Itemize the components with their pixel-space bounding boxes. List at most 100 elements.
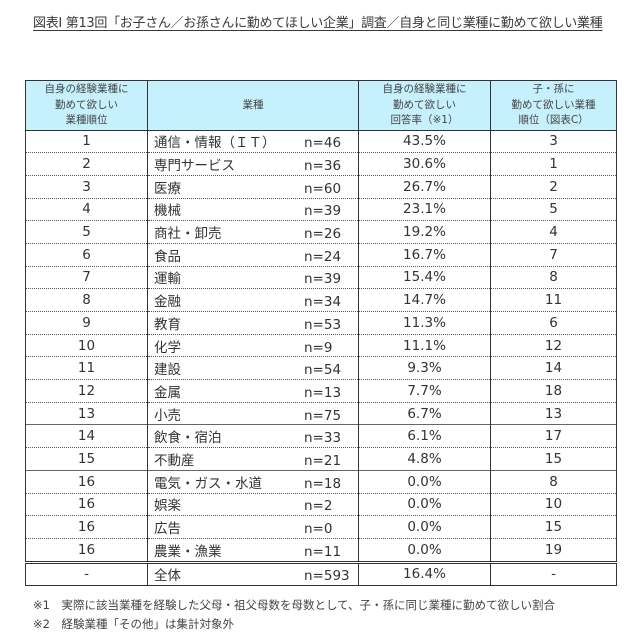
- cell-rate: 6.7%: [358, 401, 491, 425]
- cell-rank: 9: [25, 311, 148, 335]
- cell-industry: 小売 n=75: [147, 401, 359, 425]
- table-row: 6 食品 n=24 16.7% 7: [25, 242, 617, 267]
- cell-rate: 15.4%: [358, 265, 491, 289]
- cell-child-rank: 15: [490, 515, 617, 539]
- industry-name: 化学: [154, 339, 181, 356]
- industry-name: 娯楽: [154, 498, 181, 515]
- table-row: 13 小売 n=75 6.7% 13: [25, 401, 617, 425]
- cell-rank: 2: [25, 152, 148, 176]
- cell-rank: 4: [25, 197, 148, 221]
- cell-rank: 11: [25, 356, 148, 380]
- cell-rank: 16: [25, 492, 148, 516]
- cell-industry: 金属 n=13: [147, 379, 359, 403]
- industry-name: 電気・ガス・水道: [154, 475, 262, 492]
- cell-child-rank: 13: [490, 401, 617, 425]
- cell-rank: 16: [25, 515, 148, 539]
- table-header-row: 自身の経験業種に 勤めて欲しい 業種順位 業種 自身の経験業種に 勤めて欲しい 回答率（…: [25, 80, 617, 131]
- table-row: 3 医療 n=60 26.7% 2: [25, 174, 617, 199]
- cell-rank: 3: [25, 174, 148, 199]
- cell-rank: 16: [25, 469, 148, 493]
- cell-rate: 30.6%: [358, 152, 491, 176]
- cell-rate: 4.8%: [358, 447, 491, 471]
- cell-child-rank: 8: [490, 265, 617, 289]
- cell-child-rank: 12: [490, 333, 617, 357]
- cell-rank: 1: [25, 129, 148, 153]
- table-row: 16 広告 n=0 0.0% 15: [25, 515, 617, 539]
- industry-name: 全体: [154, 568, 181, 585]
- cell-rate: 0.0%: [358, 537, 491, 563]
- sample-size: n=593: [304, 568, 350, 585]
- cell-industry: 農業・漁業 n=11: [147, 537, 359, 563]
- cell-rank: -: [25, 560, 148, 586]
- cell-rate: 14.7%: [358, 288, 491, 312]
- cell-child-rank: 11: [490, 288, 617, 312]
- cell-child-rank: -: [490, 560, 617, 586]
- cell-industry: 電気・ガス・水道 n=18: [147, 469, 359, 493]
- sample-size: n=46: [304, 135, 342, 152]
- cell-industry: 飲食・宿泊 n=33: [147, 424, 359, 448]
- table-row: 1 通信・情報（ＩＴ） n=46 43.5% 3: [25, 129, 617, 153]
- cell-rate: 6.1%: [358, 424, 491, 448]
- sample-size: n=54: [304, 362, 342, 379]
- sample-size: n=39: [304, 271, 342, 288]
- industry-name: 広告: [154, 521, 181, 538]
- industry-name: 教育: [154, 316, 181, 333]
- cell-rank: 6: [25, 242, 148, 267]
- table-row: 16 娯楽 n=2 0.0% 10: [25, 492, 617, 516]
- sample-size: n=0: [304, 521, 333, 538]
- cell-child-rank: 17: [490, 424, 617, 448]
- cell-child-rank: 19: [490, 537, 617, 563]
- cell-child-rank: 18: [490, 379, 617, 403]
- industry-name: 商社・卸売: [154, 226, 222, 243]
- cell-rate: 0.0%: [358, 492, 491, 516]
- table-row: 8 金融 n=34 14.7% 11: [25, 288, 617, 312]
- cell-child-rank: 2: [490, 174, 617, 199]
- cell-rate: 19.2%: [358, 220, 491, 244]
- cell-industry: 機械 n=39: [147, 197, 359, 221]
- sample-size: n=9: [304, 339, 333, 356]
- industry-name: 運輸: [154, 271, 181, 288]
- industry-name: 金融: [154, 294, 181, 311]
- cell-rate: 16.7%: [358, 242, 491, 267]
- cell-child-rank: 5: [490, 197, 617, 221]
- cell-industry: 広告 n=0: [147, 515, 359, 539]
- cell-industry: 建設 n=54: [147, 356, 359, 380]
- sample-size: n=24: [304, 248, 342, 265]
- cell-rate: 23.1%: [358, 197, 491, 221]
- footnotes: ※1 実際に該当業種を経験した父母・祖父母数を母数として、子・孫に同じ業種に勤め…: [33, 596, 555, 634]
- industry-name: 金属: [154, 384, 181, 401]
- cell-rate: 0.0%: [358, 469, 491, 493]
- industry-name: 医療: [154, 180, 181, 197]
- cell-rate: 16.4%: [358, 560, 491, 586]
- cell-industry: 不動産 n=21: [147, 447, 359, 471]
- cell-child-rank: 14: [490, 356, 617, 380]
- industry-name: 食品: [154, 248, 181, 265]
- sample-size: n=18: [304, 475, 342, 492]
- table-row: 12 金属 n=13 7.7% 18: [25, 379, 617, 403]
- table-row: 4 機械 n=39 23.1% 5: [25, 197, 617, 221]
- cell-industry: 全体 n=593: [147, 560, 359, 586]
- cell-industry: 商社・卸売 n=26: [147, 220, 359, 244]
- cell-child-rank: 3: [490, 129, 617, 153]
- cell-rate: 7.7%: [358, 379, 491, 403]
- sample-size: n=75: [304, 407, 342, 424]
- table-row: 16 農業・漁業 n=11 0.0% 19: [25, 537, 617, 563]
- cell-rank: 13: [25, 401, 148, 425]
- sample-size: n=13: [304, 384, 342, 401]
- industry-name: 通信・情報（ＩＴ）: [154, 135, 276, 152]
- sample-size: n=26: [304, 226, 342, 243]
- footnote-1: ※1 実際に該当業種を経験した父母・祖父母数を母数として、子・孫に同じ業種に勤め…: [33, 598, 556, 612]
- cell-child-rank: 15: [490, 447, 617, 471]
- cell-industry: 医療 n=60: [147, 174, 359, 199]
- cell-rank: 15: [25, 447, 148, 471]
- industry-name: 機械: [154, 203, 181, 220]
- sample-size: n=53: [304, 316, 342, 333]
- industry-name: 不動産: [154, 452, 195, 469]
- table-row: 10 化学 n=9 11.1% 12: [25, 333, 617, 357]
- table-row: 7 運輸 n=39 15.4% 8: [25, 265, 617, 289]
- footnote-2: ※2 経験業種「その他」は集計対象外: [33, 617, 234, 631]
- industry-name: 小売: [154, 407, 181, 424]
- industry-table: 自身の経験業種に 勤めて欲しい 業種順位 業種 自身の経験業種に 勤めて欲しい 回答率（…: [25, 80, 617, 587]
- industry-name: 建設: [154, 362, 181, 379]
- cell-rank: 14: [25, 424, 148, 448]
